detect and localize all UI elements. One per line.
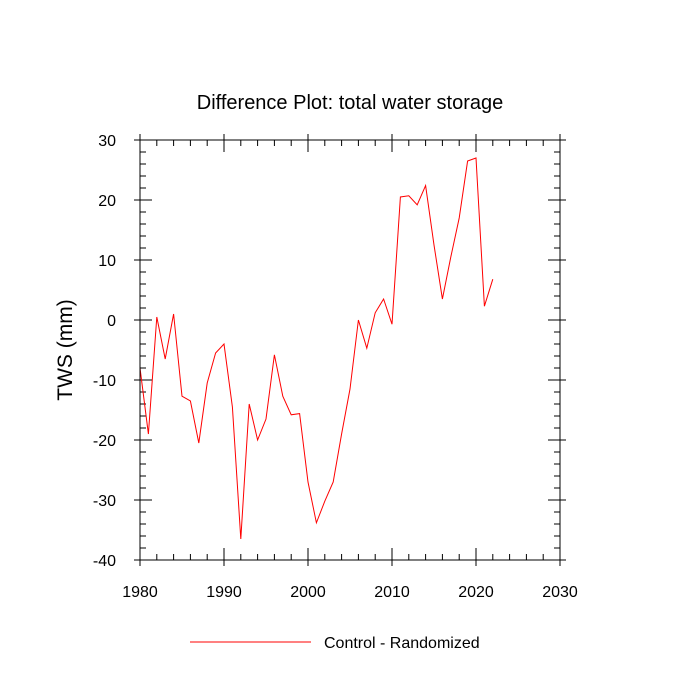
legend-label: Control - Randomized [324,635,480,652]
y-tick-label: 30 [98,133,116,150]
series-line-control-randomized [139,157,494,540]
plot-frame [139,139,561,561]
y-tick-label: 0 [107,313,116,330]
y-tick-label: -30 [93,493,116,510]
tick-labels: 1980 1990 2000 2010 2020 2030-40-30-20-100102… [93,133,578,601]
y-tick-label: 10 [98,253,116,270]
legend: Control - Randomized [190,635,480,652]
chart-title: Difference Plot: total water storage [197,92,503,114]
y-tick-label: -20 [93,433,116,450]
axis-ticks [134,134,566,566]
x-tick-label: 2010 [374,584,410,601]
y-tick-label: 20 [98,193,116,210]
x-tick-label: 1980 [122,584,158,601]
x-tick-label: 2020 [458,584,494,601]
y-tick-label: -10 [93,373,116,390]
y-tick-label: -40 [93,553,116,570]
x-tick-label: 2030 [542,584,578,601]
y-axis-label: TWS (mm) [54,299,77,400]
x-tick-label: 2000 [290,584,326,601]
x-tick-label: 1990 [206,584,242,601]
